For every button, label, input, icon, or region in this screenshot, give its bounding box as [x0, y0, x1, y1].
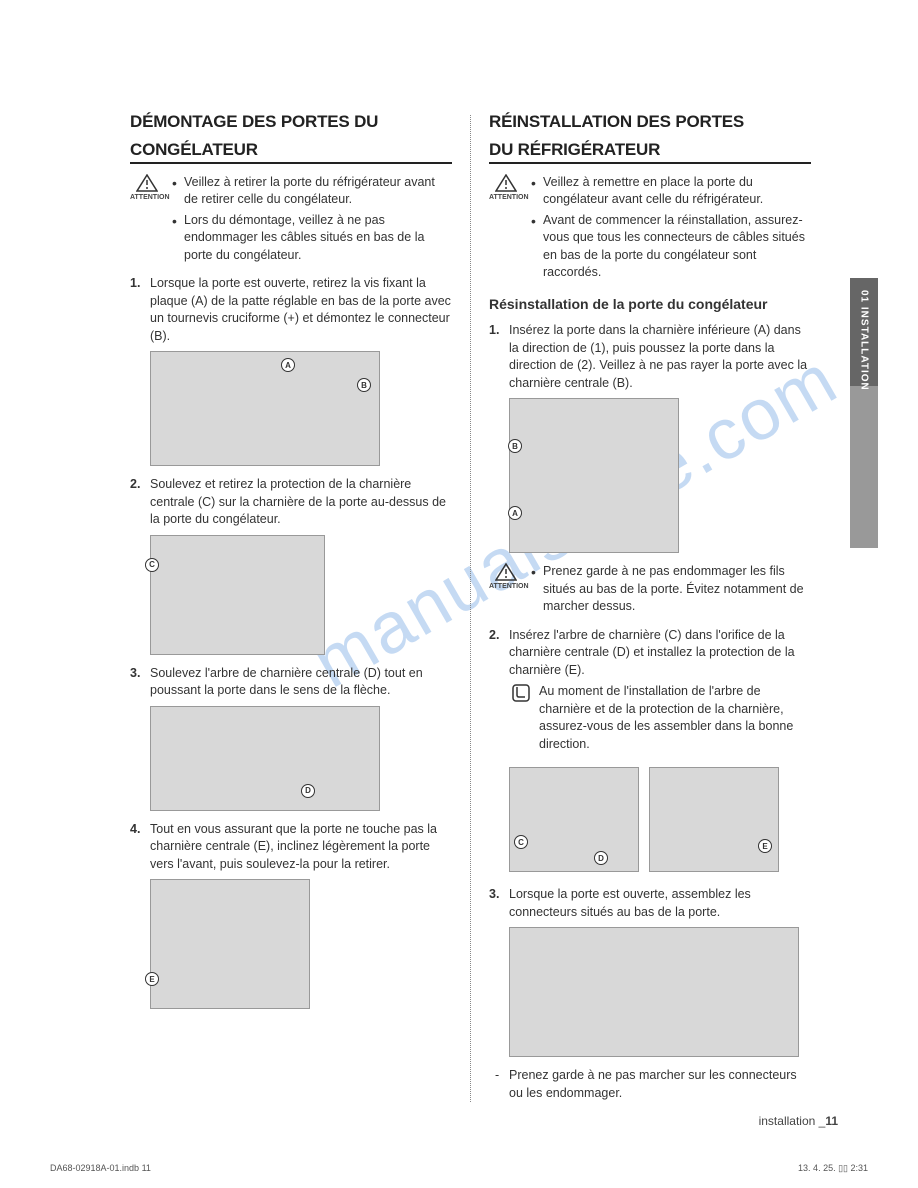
- bullet-item: Lors du démontage, veillez à ne pas endo…: [170, 212, 452, 265]
- step-number: 4.: [130, 821, 140, 839]
- step-1: 1. Lorsque la porte est ouverte, retirez…: [130, 275, 452, 466]
- bullet-item: Avant de commencer la réinstallation, as…: [529, 212, 811, 282]
- step-4: 4. Tout en vous assurant que la porte ne…: [130, 821, 452, 1010]
- attention-icon: ATTENTION: [489, 563, 523, 592]
- right-steps-2: 2. Insérez l'arbre de charnière (C) dans…: [489, 627, 811, 1058]
- step-number: 2.: [130, 476, 140, 494]
- attention-label: ATTENTION: [489, 194, 529, 201]
- attention-bullets: Veillez à retirer la porte du réfrigérat…: [170, 174, 452, 268]
- step-3: 3. Lorsque la porte est ouverte, assembl…: [489, 886, 811, 1057]
- footer-label: installation _: [759, 1114, 826, 1128]
- callout-d: D: [594, 851, 608, 865]
- note-row: Au moment de l'installation de l'arbre d…: [509, 683, 811, 753]
- figure-step3: D: [150, 706, 380, 811]
- callout-c: C: [514, 835, 528, 849]
- callout-b: B: [357, 378, 371, 392]
- attention-block-1: ATTENTION Veillez à retirer la porte du …: [130, 174, 452, 268]
- callout-e: E: [758, 839, 772, 853]
- right-column: RÉINSTALLATION DES PORTES DU RÉFRIGÉRATE…: [471, 110, 811, 1102]
- attention-label: ATTENTION: [489, 583, 529, 590]
- figure-r2a: C D: [509, 767, 639, 872]
- footer-page: 11: [825, 1114, 838, 1128]
- step-number: 1.: [489, 322, 499, 340]
- print-metadata: DA68-02918A-01.indb 11 13. 4. 25. ▯▯ 2:3…: [50, 1163, 868, 1174]
- callout-c: C: [145, 558, 159, 572]
- dash-note: Prenez garde à ne pas marcher sur les co…: [489, 1067, 811, 1102]
- step-2: 2. Insérez l'arbre de charnière (C) dans…: [489, 627, 811, 873]
- attention-icon: ATTENTION: [489, 174, 523, 203]
- figure-r1: B A: [509, 398, 679, 553]
- step-number: 3.: [489, 886, 499, 904]
- right-steps: 1. Insérez la porte dans la charnière in…: [489, 322, 811, 553]
- attention-block-3: ATTENTION Prenez garde à ne pas endommag…: [489, 563, 811, 619]
- step-number: 1.: [130, 275, 140, 293]
- figure-step2: C: [150, 535, 325, 655]
- step-text: Lorsque la porte est ouverte, assemblez …: [509, 887, 751, 919]
- step-number: 2.: [489, 627, 499, 645]
- figure-r3: [509, 927, 799, 1057]
- right-title-line2: DU RÉFRIGÉRATEUR: [489, 138, 811, 164]
- step-text: Insérez la porte dans la charnière infér…: [509, 323, 807, 390]
- step-text: Soulevez l'arbre de charnière centrale (…: [150, 666, 423, 698]
- step-text: Insérez l'arbre de charnière (C) dans l'…: [509, 628, 795, 677]
- figure-step4: E: [150, 879, 310, 1009]
- callout-e: E: [145, 972, 159, 986]
- attention-icon: ATTENTION: [130, 174, 164, 203]
- subheading: Résinstallation de la porte du congélate…: [489, 295, 811, 315]
- footer: installation _11: [759, 1114, 838, 1128]
- sidebar-tab-label: 01 INSTALLATION: [859, 290, 870, 391]
- bullet-item: Veillez à retirer la porte du réfrigérat…: [170, 174, 452, 209]
- left-title-line2: CONGÉLATEUR: [130, 138, 452, 164]
- left-column: DÉMONTAGE DES PORTES DU CONGÉLATEUR ATTE…: [130, 110, 470, 1102]
- step-text: Soulevez et retirez la protection de la …: [150, 477, 446, 526]
- callout-d: D: [301, 784, 315, 798]
- print-right: 13. 4. 25. ▯▯ 2:31: [798, 1163, 868, 1174]
- figure-r2b: E: [649, 767, 779, 872]
- figure-step1: A B: [150, 351, 380, 466]
- page-content: DÉMONTAGE DES PORTES DU CONGÉLATEUR ATTE…: [0, 0, 918, 1152]
- step-text: Lorsque la porte est ouverte, retirez la…: [150, 276, 451, 343]
- note-icon: [509, 683, 533, 703]
- attention-bullets: Prenez garde à ne pas endommager les fil…: [529, 563, 811, 619]
- callout-a: A: [508, 506, 522, 520]
- left-steps: 1. Lorsque la porte est ouverte, retirez…: [130, 275, 452, 1009]
- sidebar-tab: 01 INSTALLATION: [850, 278, 878, 548]
- figure-pair: C D E: [509, 761, 811, 872]
- step-3: 3. Soulevez l'arbre de charnière central…: [130, 665, 452, 811]
- callout-a: A: [281, 358, 295, 372]
- bullet-item: Veillez à remettre en place la porte du …: [529, 174, 811, 209]
- attention-label: ATTENTION: [130, 194, 170, 201]
- step-1: 1. Insérez la porte dans la charnière in…: [489, 322, 811, 553]
- attention-bullets: Veillez à remettre en place la porte du …: [529, 174, 811, 285]
- left-title-line1: DÉMONTAGE DES PORTES DU: [130, 110, 452, 134]
- note-text: Au moment de l'installation de l'arbre d…: [539, 683, 811, 753]
- right-title-line1: RÉINSTALLATION DES PORTES: [489, 110, 811, 134]
- print-left: DA68-02918A-01.indb 11: [50, 1163, 151, 1174]
- step-text: Tout en vous assurant que la porte ne to…: [150, 822, 437, 871]
- step-2: 2. Soulevez et retirez la protection de …: [130, 476, 452, 655]
- callout-b: B: [508, 439, 522, 453]
- step-number: 3.: [130, 665, 140, 683]
- attention-block-2: ATTENTION Veillez à remettre en place la…: [489, 174, 811, 285]
- bullet-item: Prenez garde à ne pas endommager les fil…: [529, 563, 811, 616]
